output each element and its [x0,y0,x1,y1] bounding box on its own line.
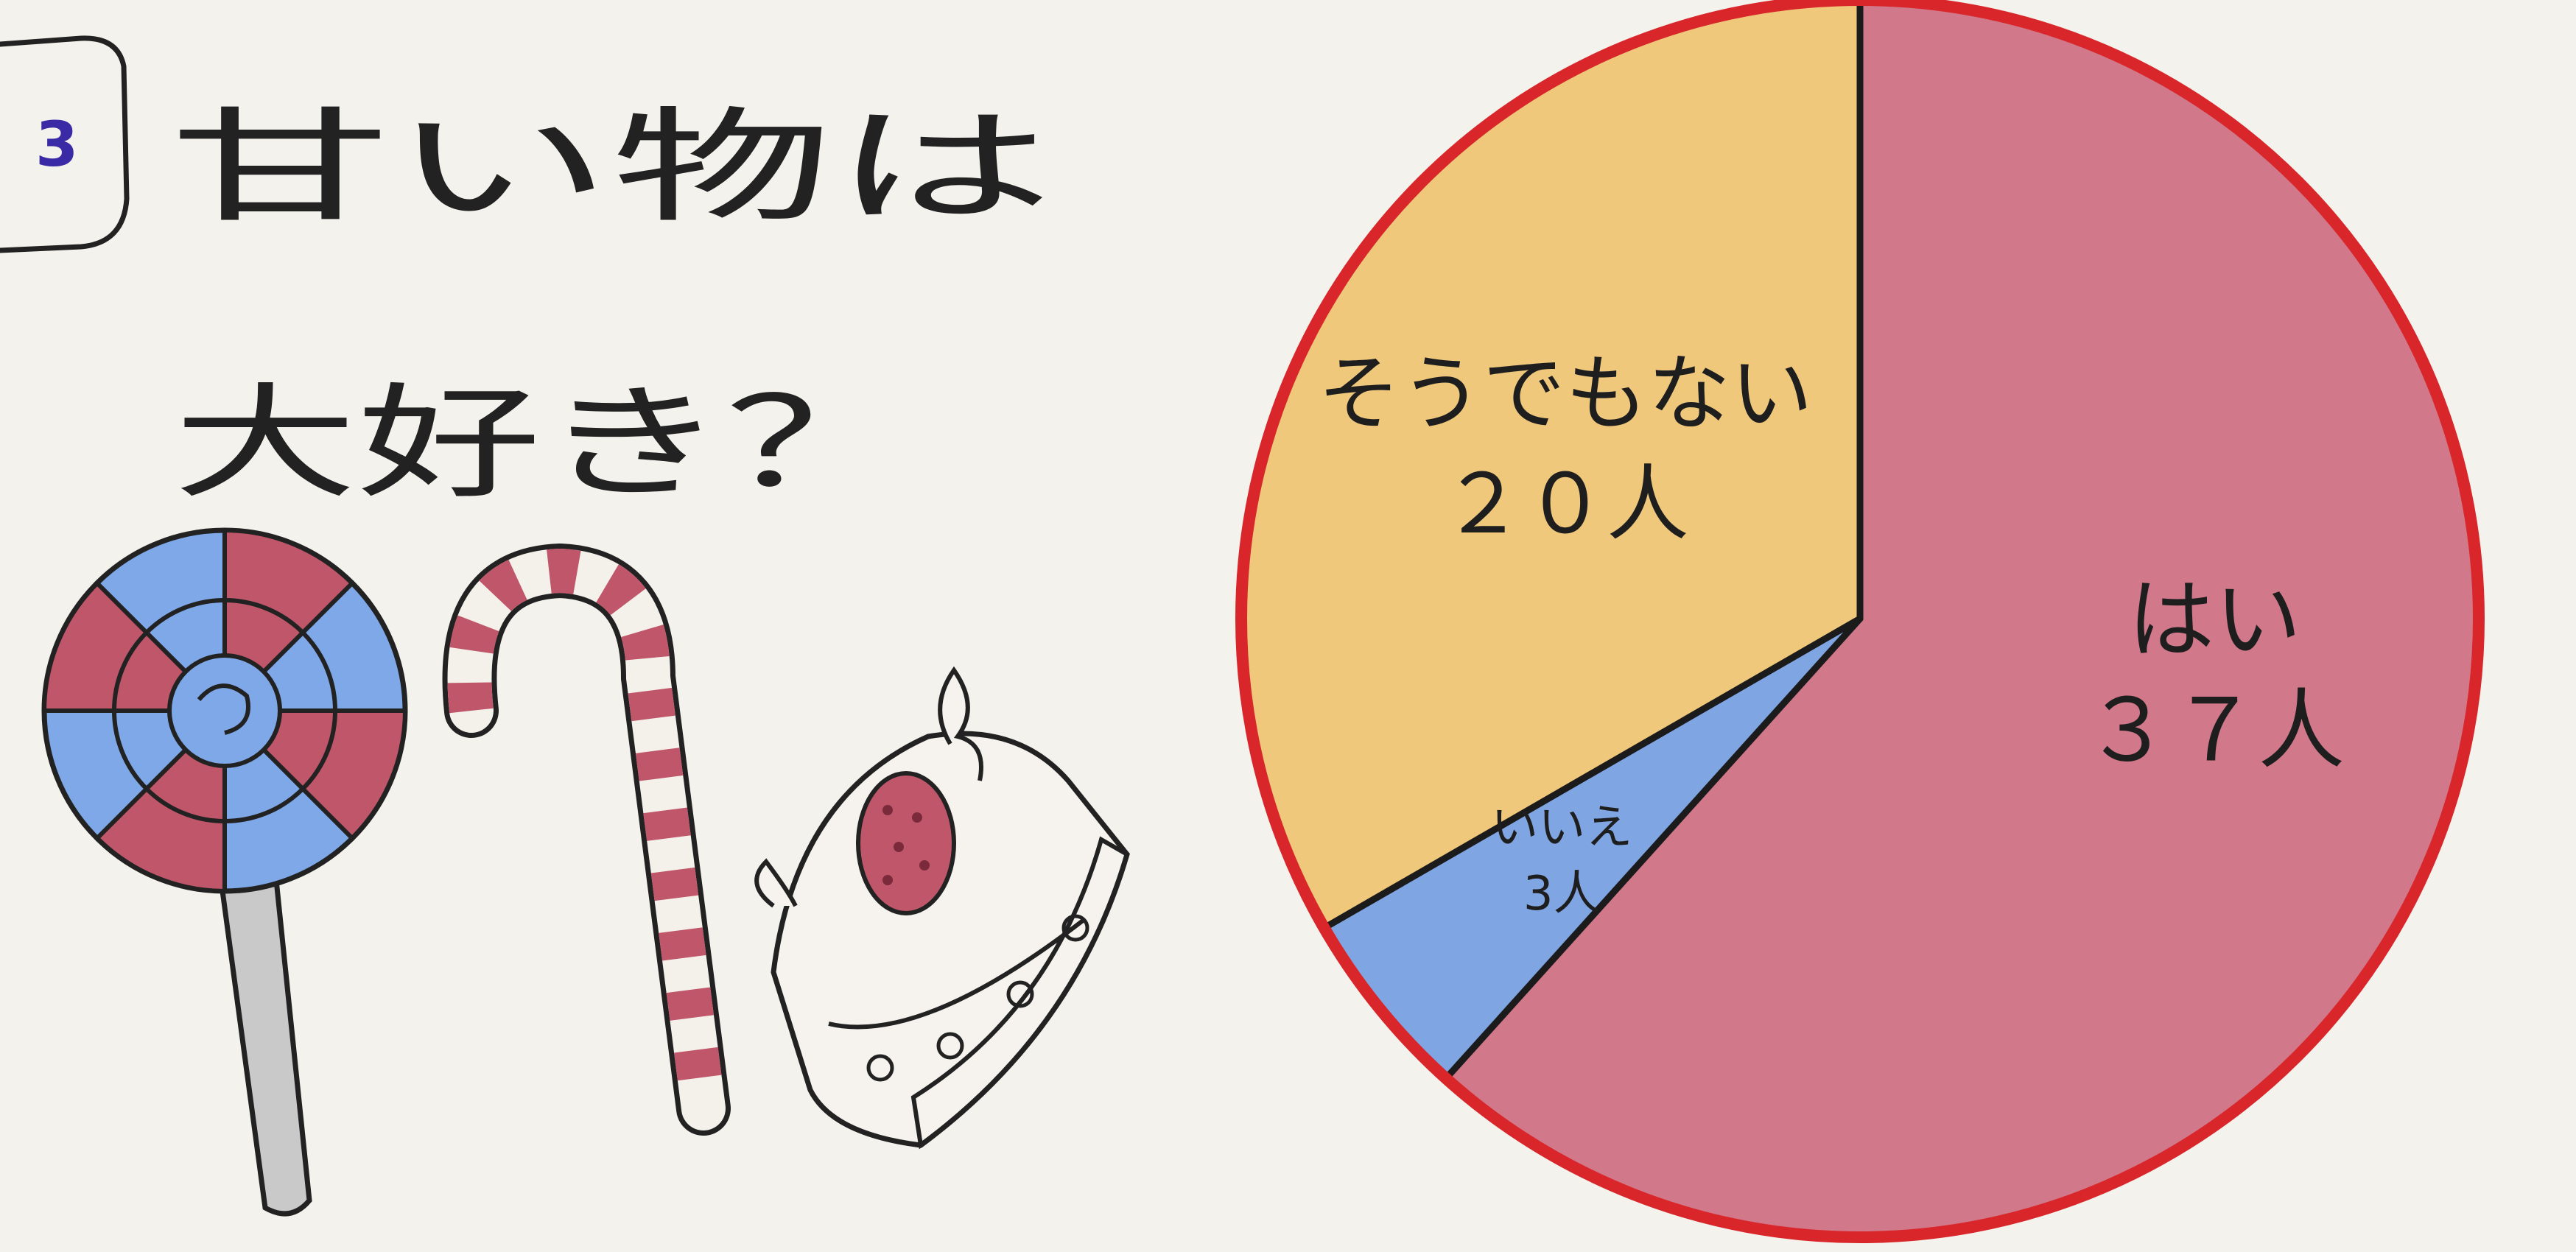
cake-illustration [754,666,1130,1150]
candy-cane-illustration [442,543,731,1136]
pie-slice-count-1: 3人 [1523,867,1601,921]
pie-outline [1235,0,2485,1243]
pie-slice-label-1: いいえ [1491,801,1632,855]
question-title-line1: 甘い物は [169,95,1053,239]
pie-slice-count-2: ２０人 [1442,457,1689,552]
pie-slice-label-2: そうでもない [1318,346,1813,442]
pie-slice-count-0: ３７人 [2084,680,2345,781]
lollipop-illustration [41,527,408,1217]
question-title-line2: 大好き？ [173,371,910,516]
question-number-box: 3 [0,35,130,253]
pie-slice-label-0: はい [2127,569,2301,671]
question-number: 3 [35,108,78,180]
